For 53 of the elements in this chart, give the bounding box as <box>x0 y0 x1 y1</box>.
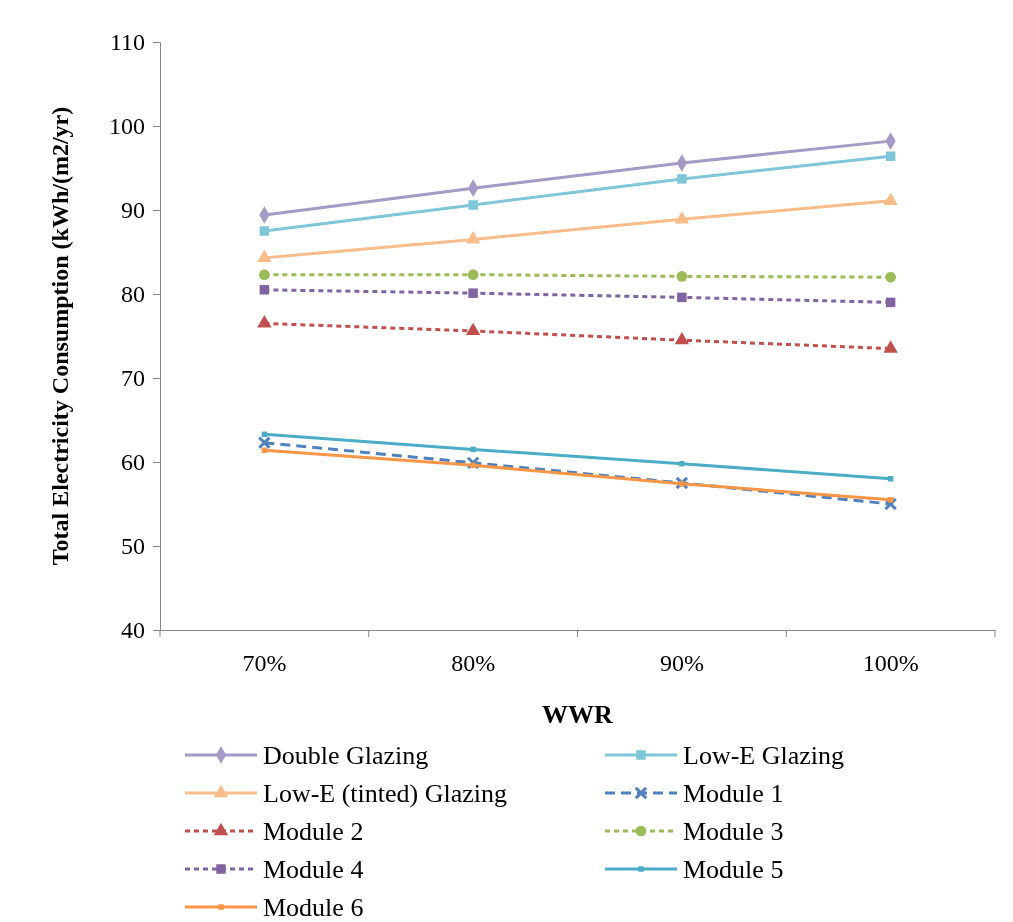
point <box>887 497 894 503</box>
y-tick-label: 90 <box>121 197 145 224</box>
point <box>470 446 476 453</box>
point <box>883 192 898 205</box>
point <box>676 271 688 282</box>
point <box>470 462 476 469</box>
point <box>467 269 479 281</box>
point <box>259 269 270 281</box>
y-tick-label: 60 <box>121 449 145 476</box>
legend-label: Low-E Glazing <box>683 741 845 770</box>
y-axis-title: Total Electricity Consumption (kWh/(m2/yr) <box>47 106 73 566</box>
point <box>259 226 270 236</box>
point <box>884 497 898 511</box>
y-tick-label: 100 <box>109 113 145 140</box>
point <box>468 288 478 298</box>
legend-label: Module 2 <box>263 817 364 846</box>
point <box>674 331 690 345</box>
point <box>465 231 481 244</box>
y-tick-label: 50 <box>121 533 145 560</box>
x-axis-title: WWR <box>542 700 614 729</box>
point <box>674 210 690 224</box>
y-tick-label: 40 <box>121 617 145 644</box>
point <box>677 174 687 184</box>
point <box>677 292 687 303</box>
point <box>675 476 689 490</box>
point <box>468 200 478 210</box>
legend-label: Module 3 <box>683 817 784 846</box>
legend-label: Module 5 <box>683 855 784 884</box>
y-tick-label: 110 <box>109 29 145 56</box>
point <box>883 340 898 353</box>
point <box>887 476 894 482</box>
x-tick-label: 70% <box>242 650 287 677</box>
point <box>679 460 685 467</box>
legend-label: Module 1 <box>683 779 784 808</box>
y-tick-label: 70 <box>121 365 145 392</box>
point <box>885 297 896 308</box>
legend-label: Double Glazing <box>263 741 429 770</box>
point <box>885 151 896 161</box>
point <box>466 456 480 470</box>
point <box>679 481 685 487</box>
legend-label: Low-E (tinted) Glazing <box>263 779 508 808</box>
point <box>257 436 271 450</box>
x-tick-label: 90% <box>659 650 704 677</box>
x-tick-label: 80% <box>451 650 496 677</box>
point <box>885 271 896 283</box>
y-tick-label: 80 <box>121 281 145 308</box>
point <box>465 322 481 336</box>
legend-label: Module 4 <box>263 855 364 884</box>
x-tick-label: 100% <box>862 650 919 677</box>
point <box>257 249 272 263</box>
point <box>259 285 270 295</box>
legend-label: Module 6 <box>263 893 364 922</box>
point <box>257 315 272 328</box>
